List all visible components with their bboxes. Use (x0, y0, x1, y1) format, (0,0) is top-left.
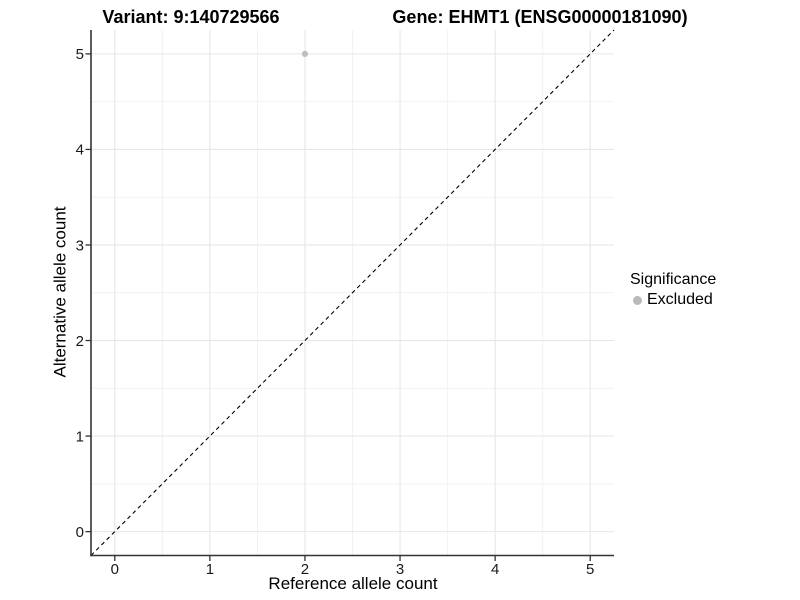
x-tick-label: 1 (206, 561, 214, 578)
x-tick-label: 4 (491, 561, 499, 578)
y-axis-title: Alternative allele count (50, 206, 70, 378)
x-tick-label: 5 (586, 561, 594, 578)
y-tick-label: 1 (76, 428, 84, 445)
plot-title-variant: Variant: 9:140729566 (102, 7, 280, 27)
y-tick-label: 5 (76, 46, 84, 63)
y-tick-label: 4 (76, 142, 84, 159)
y-tick-label: 3 (76, 237, 84, 254)
legend-title: Significance (630, 271, 717, 288)
x-axis-title: Reference allele count (268, 574, 438, 593)
plot-title-gene: Gene: EHMT1 (ENSG00000181090) (392, 7, 688, 27)
x-tick-label: 3 (396, 561, 404, 578)
legend: Significance Excluded (630, 271, 716, 309)
data-point (301, 50, 309, 57)
identity-reference-line (90, 29, 615, 556)
x-tick-label: 0 (111, 561, 119, 578)
y-tick-label: 2 (76, 333, 84, 350)
legend-item-label: Excluded (647, 291, 713, 308)
x-tick-label: 2 (301, 561, 309, 578)
y-tick-label: 0 (76, 524, 84, 541)
excluded-point-marker-icon (633, 295, 642, 305)
legend-item-excluded: Excluded (630, 291, 716, 309)
